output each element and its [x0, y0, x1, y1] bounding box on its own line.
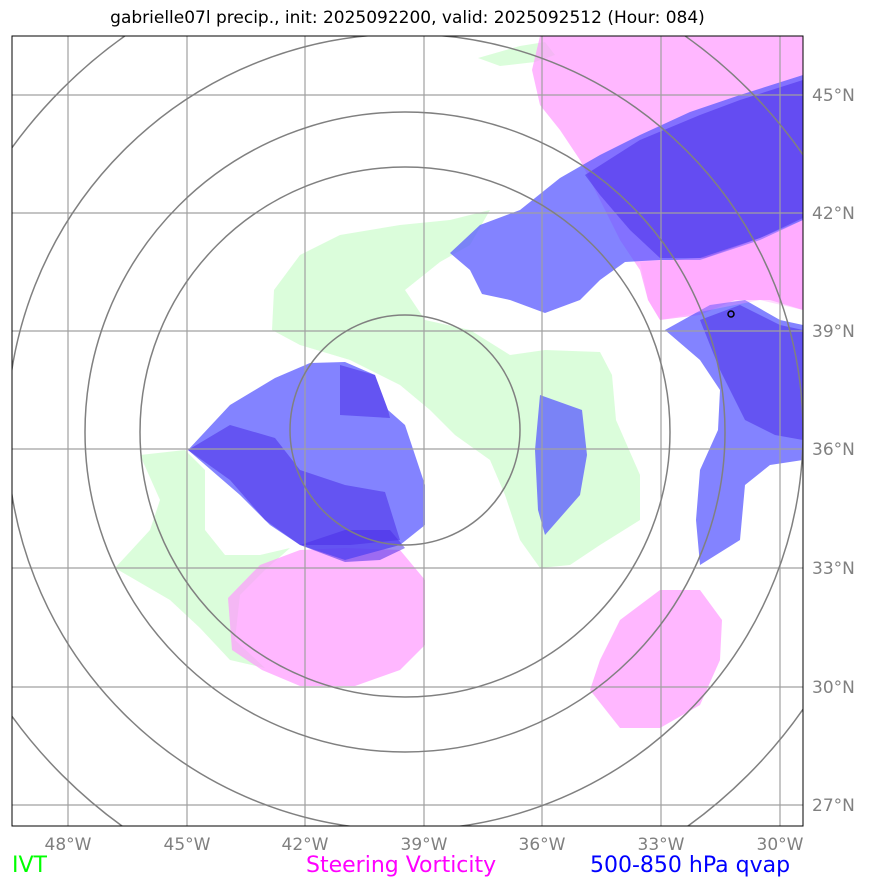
- map-title: gabrielle07l precip., init: 2025092200, …: [110, 8, 705, 28]
- storm-center-marker: [727, 310, 735, 318]
- vorticity-overlap: [640, 220, 803, 320]
- legend-steering-vorticity: Steering Vorticity: [306, 853, 497, 878]
- lat-label-45: 45°N: [812, 86, 855, 106]
- lon-label-33: 33°W: [638, 835, 685, 855]
- lat-label-39: 39°N: [812, 322, 855, 342]
- plot-frame: [11, 35, 804, 827]
- lon-label-39: 39°W: [401, 835, 448, 855]
- legend-qvap: 500-850 hPa qvap: [590, 853, 791, 878]
- lat-label-27: 27°N: [812, 796, 855, 816]
- lat-label-42: 42°N: [812, 204, 855, 224]
- lat-label-33: 33°N: [812, 559, 855, 579]
- longitude-labels: 48°W 45°W 42°W 39°W 36°W 33°W 30°W: [45, 835, 804, 855]
- lon-label-48: 48°W: [45, 835, 92, 855]
- latitude-labels: 45°N 42°N 39°N 36°N 33°N 30°N 27°N: [812, 86, 855, 816]
- lon-label-42: 42°W: [282, 835, 329, 855]
- legend-ivt: IVT: [12, 853, 47, 878]
- lat-label-30: 30°N: [812, 678, 855, 698]
- graticule: [12, 36, 803, 826]
- lon-label-36: 36°W: [519, 835, 566, 855]
- lat-label-36: 36°N: [812, 440, 855, 460]
- lon-label-30: 30°W: [757, 835, 804, 855]
- lon-label-45: 45°W: [164, 835, 211, 855]
